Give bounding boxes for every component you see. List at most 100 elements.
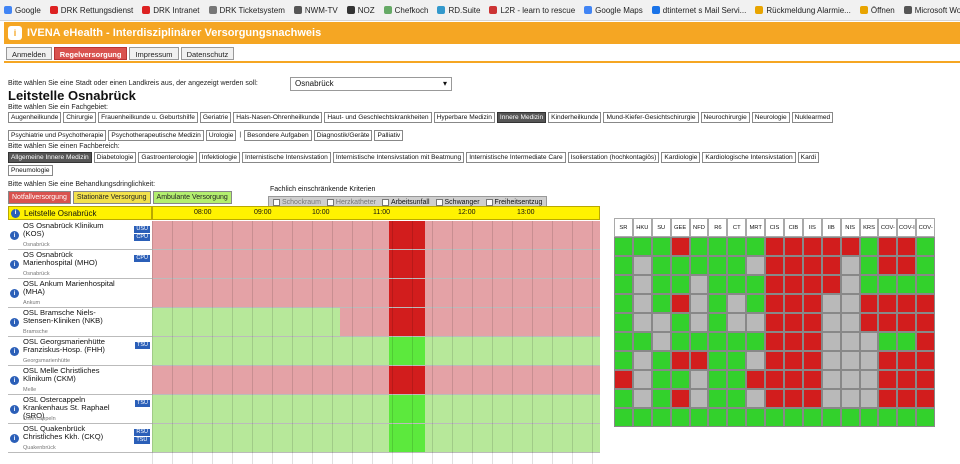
hospital-row[interactable]: i OSL Georgsmarienhütte Franziskus-Hosp. … xyxy=(8,337,152,366)
matrix-cell[interactable] xyxy=(689,370,709,389)
matrix-cell[interactable] xyxy=(614,351,633,370)
matrix-cell[interactable] xyxy=(840,332,860,351)
tab-impressum[interactable]: Impressum xyxy=(129,47,179,60)
crit-schwanger[interactable]: Schwanger xyxy=(435,199,480,206)
matrix-cell[interactable] xyxy=(859,408,879,427)
matrix-cell[interactable] xyxy=(746,332,766,351)
info-icon[interactable]: i xyxy=(10,260,19,269)
bookmark-chefkoch[interactable]: Chefkoch xyxy=(383,6,428,15)
matrix-cell[interactable] xyxy=(689,256,709,275)
matrix-cell[interactable] xyxy=(859,275,879,294)
matrix-cell[interactable] xyxy=(746,237,766,256)
bookmark-microsoft-word-un[interactable]: Microsoft Word - UN xyxy=(903,6,960,15)
matrix-cell[interactable] xyxy=(746,256,766,275)
matrix-cell[interactable] xyxy=(632,256,652,275)
crit-freiheitsentzug[interactable]: Freiheitsentzug xyxy=(485,199,542,206)
matrix-cell[interactable] xyxy=(878,351,898,370)
matrix-cell[interactable] xyxy=(708,294,728,313)
matrix-cell[interactable] xyxy=(840,351,860,370)
matrix-cell[interactable] xyxy=(689,408,709,427)
hospital-row[interactable]: i OSL Ankum Marienhospital (MHA) Ankum xyxy=(8,279,152,308)
matrix-cell[interactable] xyxy=(897,294,917,313)
matrix-cell[interactable] xyxy=(897,332,917,351)
filter-kinderheilkunde[interactable]: Kinderheilkunde xyxy=(548,112,602,123)
matrix-cell[interactable] xyxy=(916,332,936,351)
matrix-cell[interactable] xyxy=(614,332,633,351)
matrix-cell[interactable] xyxy=(708,313,728,332)
matrix-cell[interactable] xyxy=(802,351,822,370)
matrix-cell[interactable] xyxy=(821,294,841,313)
matrix-cell[interactable] xyxy=(859,256,879,275)
filter-hyperbare-medizin[interactable]: Hyperbare Medizin xyxy=(433,112,495,123)
matrix-cell[interactable] xyxy=(727,275,747,294)
matrix-cell[interactable] xyxy=(784,370,803,389)
filter-hals-nasen-ohrenheilkunde[interactable]: Hals-Nasen-Ohrenheilkunde xyxy=(233,112,323,123)
matrix-cell[interactable] xyxy=(727,256,747,275)
matrix-cell[interactable] xyxy=(897,256,917,275)
matrix-cell[interactable] xyxy=(821,256,841,275)
matrix-cell[interactable] xyxy=(821,389,841,408)
matrix-cell[interactable] xyxy=(670,256,690,275)
bookmark-dtinternet-s-mail-servi[interactable]: dtinternet s Mail Servi... xyxy=(651,6,746,15)
matrix-cell[interactable] xyxy=(840,294,860,313)
bookmark-drk-rettungsdienst[interactable]: DRK Rettungsdienst xyxy=(49,6,133,15)
matrix-cell[interactable] xyxy=(840,389,860,408)
matrix-cell[interactable] xyxy=(651,332,671,351)
matrix-cell[interactable] xyxy=(614,389,633,408)
matrix-cell[interactable] xyxy=(632,237,652,256)
city-select[interactable]: Osnabrück ▾ xyxy=(290,77,452,91)
matrix-cell[interactable] xyxy=(878,294,898,313)
matrix-cell[interactable] xyxy=(802,294,822,313)
matrix-cell[interactable] xyxy=(821,332,841,351)
bookmark-drk-intranet[interactable]: DRK Intranet xyxy=(142,6,200,15)
matrix-cell[interactable] xyxy=(916,370,936,389)
filter-nuklearmed[interactable]: Nuklearmed xyxy=(791,112,834,123)
matrix-cell[interactable] xyxy=(784,294,803,313)
matrix-cell[interactable] xyxy=(708,370,728,389)
matrix-cell[interactable] xyxy=(802,275,822,294)
filter-kardiologische-intensivstation[interactable]: Kardiologische Intensivstation xyxy=(702,152,796,163)
matrix-cell[interactable] xyxy=(784,256,803,275)
matrix-cell[interactable] xyxy=(632,389,652,408)
matrix-cell[interactable] xyxy=(670,389,690,408)
bookmark-nwm-tv[interactable]: NWM-TV xyxy=(293,6,338,15)
filter-neurologie[interactable]: Neurologie xyxy=(751,112,790,123)
matrix-cell[interactable] xyxy=(708,332,728,351)
hospital-row[interactable]: i OS Osnabrück Klinikum (KOS) Osnabrück USU… xyxy=(8,221,152,250)
matrix-cell[interactable] xyxy=(802,332,822,351)
matrix-cell[interactable] xyxy=(651,237,671,256)
matrix-cell[interactable] xyxy=(821,408,841,427)
matrix-cell[interactable] xyxy=(916,256,936,275)
bookmark-l2r-learn-to-rescue[interactable]: L2R - learn to rescue xyxy=(489,6,575,15)
hospital-row[interactable]: i OSL Melle Christliches Klinikum (CKM) Me… xyxy=(8,366,152,395)
matrix-cell[interactable] xyxy=(916,313,936,332)
hospital-row[interactable]: i OSL Ostercappeln Krankenhaus St. Raphae… xyxy=(8,395,152,424)
bookmark-rückmeldung-alarmie[interactable]: Rückmeldung Alarmie... xyxy=(755,6,851,15)
matrix-cell[interactable] xyxy=(727,408,747,427)
filter-chirurgie[interactable]: Chirurgie xyxy=(63,112,97,123)
matrix-cell[interactable] xyxy=(651,313,671,332)
matrix-cell[interactable] xyxy=(784,275,803,294)
matrix-cell[interactable] xyxy=(765,332,785,351)
matrix-cell[interactable] xyxy=(689,294,709,313)
matrix-cell[interactable] xyxy=(651,370,671,389)
matrix-cell[interactable] xyxy=(727,370,747,389)
info-icon[interactable]: i xyxy=(10,376,19,385)
filter-infektiologie[interactable]: Infektiologie xyxy=(198,152,240,163)
matrix-cell[interactable] xyxy=(916,294,936,313)
matrix-cell[interactable] xyxy=(802,313,822,332)
matrix-cell[interactable] xyxy=(670,332,690,351)
bookmark-google[interactable]: Google xyxy=(4,6,41,15)
matrix-cell[interactable] xyxy=(727,351,747,370)
matrix-cell[interactable] xyxy=(689,389,709,408)
matrix-cell[interactable] xyxy=(765,408,785,427)
matrix-cell[interactable] xyxy=(916,408,936,427)
matrix-cell[interactable] xyxy=(670,351,690,370)
matrix-cell[interactable] xyxy=(878,370,898,389)
matrix-cell[interactable] xyxy=(859,313,879,332)
matrix-cell[interactable] xyxy=(632,313,652,332)
matrix-cell[interactable] xyxy=(632,332,652,351)
matrix-cell[interactable] xyxy=(765,294,785,313)
filter-kardiologie[interactable]: Kardiologie xyxy=(661,152,701,163)
filter-isolierstation-hochkontagiös[interactable]: Isolierstation (hochkontagiös) xyxy=(567,152,660,163)
